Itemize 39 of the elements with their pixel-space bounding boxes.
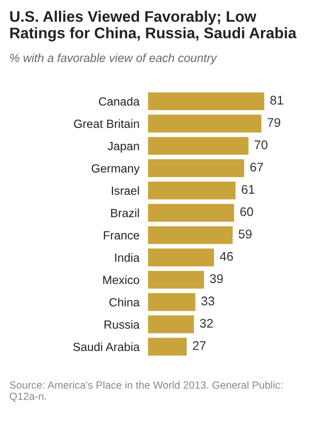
data-label: 61: [242, 185, 254, 194]
bar: [148, 270, 204, 289]
y-tick-label: Brazil: [111, 208, 139, 218]
bar: [148, 92, 264, 110]
bar: [148, 226, 233, 244]
data-label: 39: [210, 274, 223, 284]
y-tick-label: Mexico: [103, 275, 140, 284]
data-label: 27: [192, 341, 206, 350]
y-tick-label: Great Britain: [74, 119, 139, 128]
y-tick-label: India: [115, 253, 140, 262]
data-label: 32: [200, 318, 213, 328]
data-label: 79: [268, 118, 280, 127]
chart-subtitle: % with a favorable view of each country: [10, 53, 218, 64]
y-tick-label: Germany: [92, 164, 140, 175]
bar: [148, 136, 248, 155]
bar: [148, 159, 244, 178]
bar: [148, 204, 234, 222]
data-label: 67: [250, 162, 263, 172]
bar: [148, 182, 236, 200]
data-label: 60: [240, 207, 254, 216]
data-label: 81: [270, 96, 284, 105]
y-tick-label: France: [104, 231, 140, 240]
y-tick-label: Russia: [104, 320, 140, 329]
y-tick-label: Israel: [112, 186, 139, 195]
data-label: 33: [201, 296, 214, 306]
y-tick-label: Japan: [108, 142, 139, 153]
bar: [148, 315, 194, 334]
data-label: 70: [254, 140, 268, 150]
bar: [148, 293, 196, 311]
data-label: 59: [238, 230, 252, 238]
y-tick-label: Saudi Arabia: [73, 342, 140, 352]
bar: [148, 114, 262, 132]
bar: [148, 248, 214, 266]
source-note: Source: America's Place in the World 2013. General Public: Q12a-n.: [10, 381, 282, 402]
bar: [148, 338, 187, 356]
y-tick-label: Canada: [98, 96, 140, 106]
y-tick-label: China: [109, 298, 140, 306]
data-label: 46: [220, 252, 233, 261]
chart-title: U.S. Allies Viewed Favorably; Low Ratings for China, Russia, Saudi Arabia: [10, 10, 297, 42]
